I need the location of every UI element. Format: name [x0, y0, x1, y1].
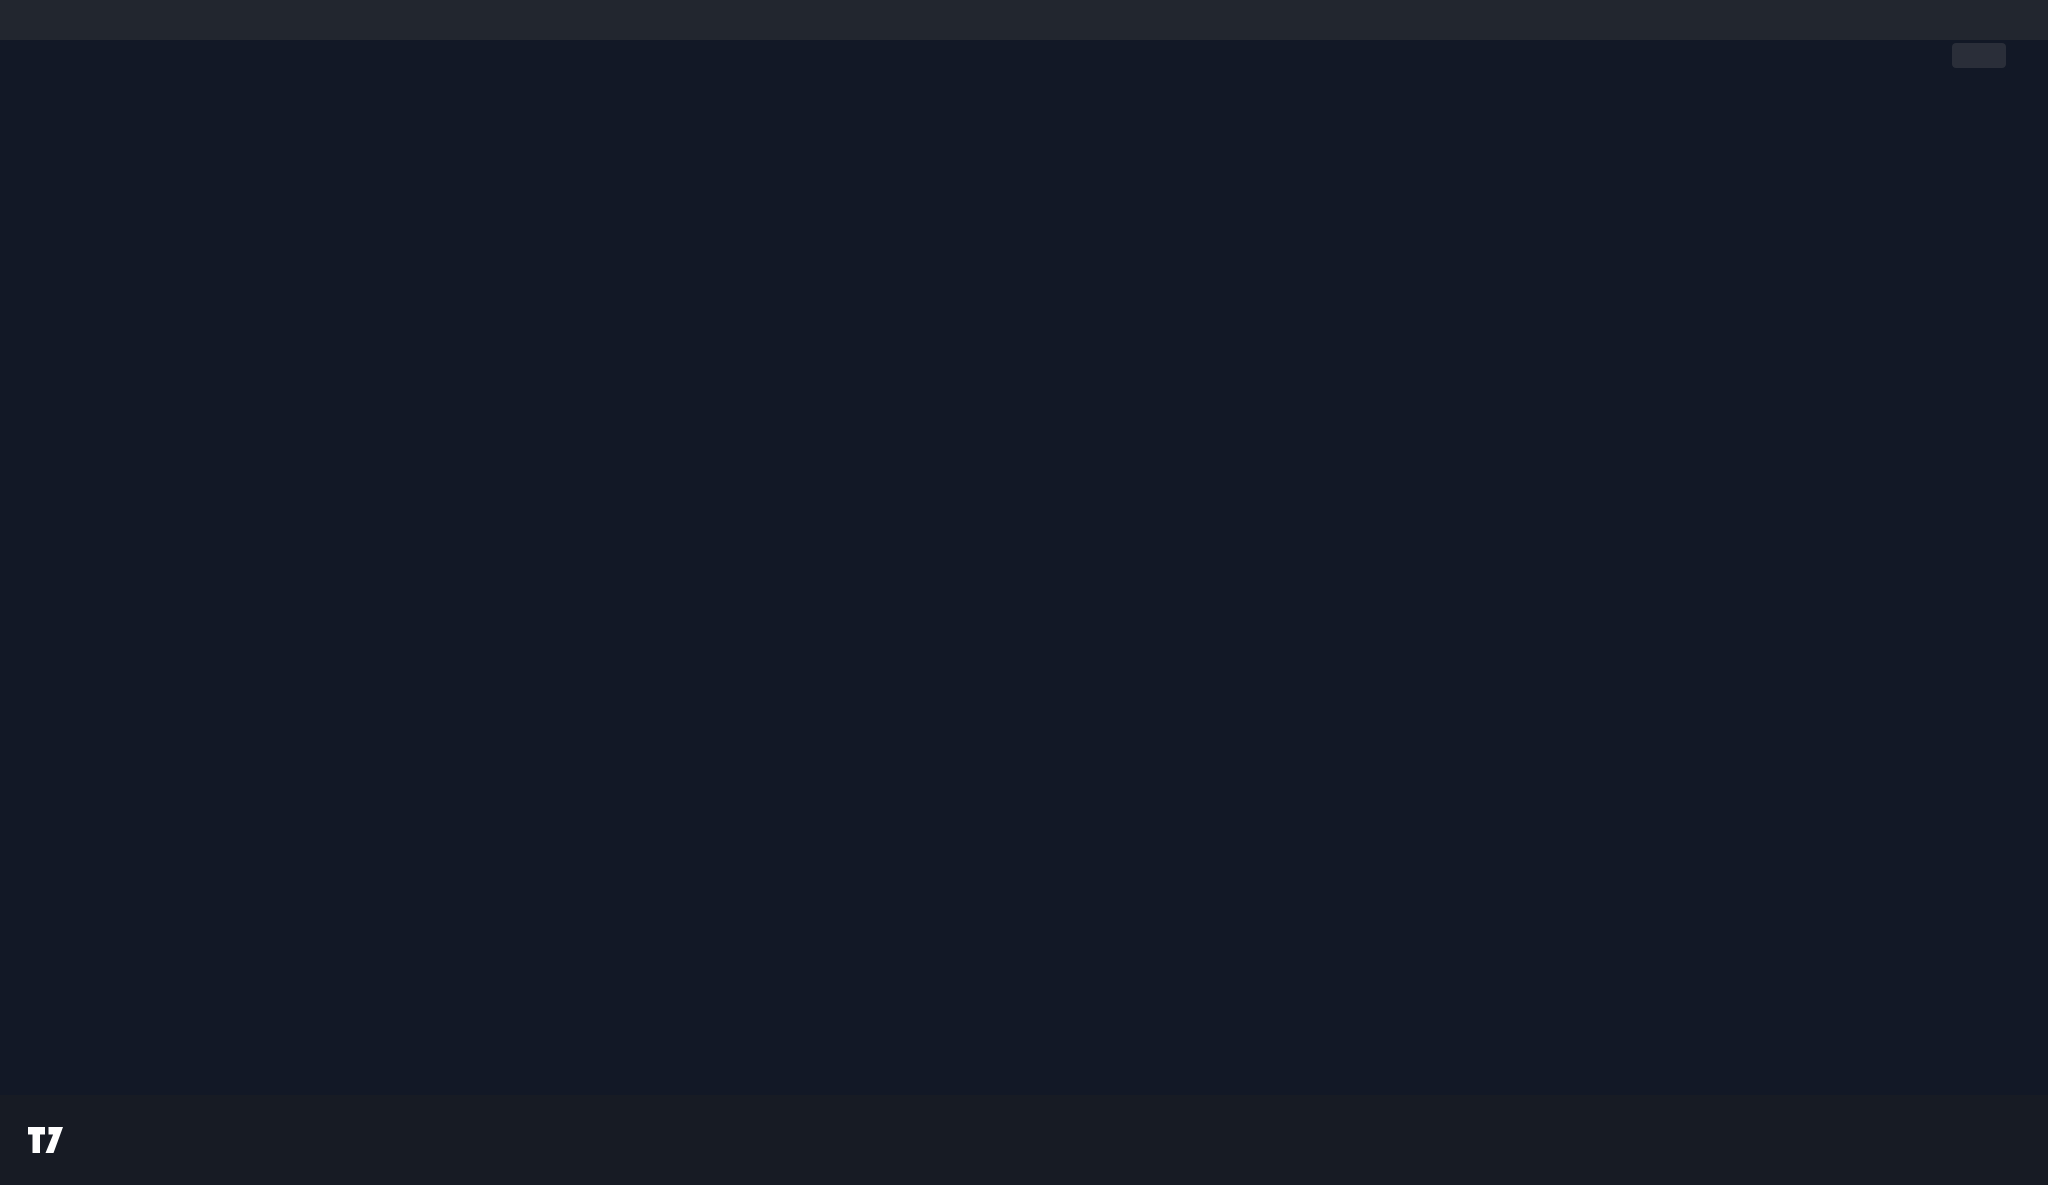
chart-region: [0, 40, 2048, 1095]
tradingview-logo[interactable]: [26, 1122, 83, 1158]
tradingview-logo-mark: [28, 1127, 63, 1153]
footer-bar: [0, 1095, 2048, 1185]
currency-toggle-button[interactable]: [1952, 43, 2006, 68]
price-chart-canvas[interactable]: [0, 40, 2048, 1095]
attribution-bar: [0, 0, 2048, 40]
